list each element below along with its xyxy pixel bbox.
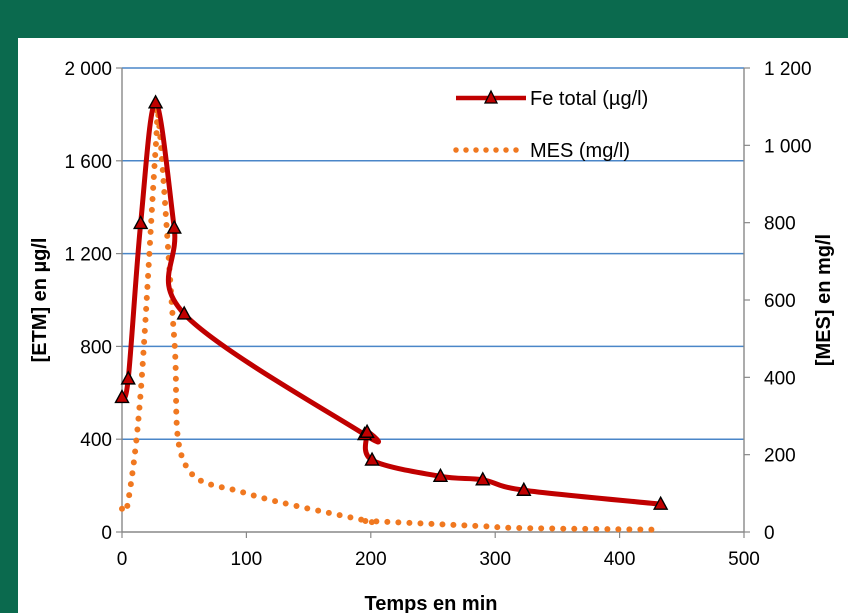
y-right-tick-label: 1 200: [764, 59, 812, 80]
data-point-fe-total: [147, 94, 164, 109]
y-left-tick-label: 800: [80, 337, 112, 358]
y-left-tick-label: 1 600: [64, 152, 112, 173]
y-right-tick-label: 800: [764, 214, 796, 235]
y-right-tick-label: 0: [764, 523, 775, 544]
grid-lines: [122, 67, 744, 440]
data-point-fe-total: [359, 423, 375, 438]
legend-label-fe-total: Fe total (µg/l): [530, 88, 648, 110]
x-tick-label: 300: [479, 549, 511, 570]
data-point-fe-total: [475, 471, 491, 486]
x-tick-label: 0: [117, 549, 128, 570]
y-left-tick-label: 2 000: [64, 59, 112, 80]
y-left-axis-title: [ETM] en µg/l: [29, 238, 51, 363]
legend-item-mes: MES (mg/l): [453, 140, 630, 162]
legend: Fe total (µg/l) MES (mg/l): [453, 88, 648, 162]
y-left-tick-label: 400: [80, 430, 112, 451]
y-right-axis-title: [MES] en mg/l: [813, 234, 835, 366]
x-tick-label: 400: [604, 549, 636, 570]
y-right-tick-label: 1 000: [764, 136, 812, 157]
data-point-fe-total: [432, 467, 449, 483]
legend-marker-fe-total: [483, 89, 499, 104]
series-line-mes: [119, 104, 664, 533]
data-point-fe-total: [120, 370, 136, 385]
tick-labels: 0 400 800 1 200 1 600 2 000 0 200 400 600 800 1 000…: [64, 59, 811, 570]
x-tick-label: 100: [231, 549, 263, 570]
data-point-fe-total: [114, 388, 130, 404]
y-right-tick-label: 400: [764, 368, 796, 389]
series-layer: [114, 94, 669, 533]
data-point-fe-total: [132, 214, 149, 230]
chart: 0 400 800 1 200 1 600 2 000 0 200 400 600 800 1 000…: [29, 59, 835, 613]
y-left-tick-label: 0: [101, 523, 112, 544]
series-line-fe-total: [119, 100, 661, 507]
data-point-fe-total: [652, 495, 669, 510]
y-left-tick-label: 1 200: [64, 245, 112, 266]
axes: [116, 67, 750, 538]
chart-frame: 0 400 800 1 200 1 600 2 000 0 200 400 600 800 1 000…: [18, 38, 848, 613]
legend-label-mes: MES (mg/l): [530, 140, 630, 162]
x-tick-label: 500: [728, 549, 760, 570]
x-axis-title: Temps en min: [365, 593, 498, 613]
data-point-fe-total: [364, 451, 380, 466]
data-point-fe-total: [176, 305, 192, 320]
y-right-tick-label: 200: [764, 446, 796, 467]
y-right-tick-label: 600: [764, 291, 796, 312]
legend-item-fe-total: Fe total (µg/l): [456, 88, 648, 110]
data-point-fe-total: [516, 481, 532, 496]
data-point-fe-total: [166, 219, 182, 234]
x-tick-label: 200: [355, 549, 387, 570]
